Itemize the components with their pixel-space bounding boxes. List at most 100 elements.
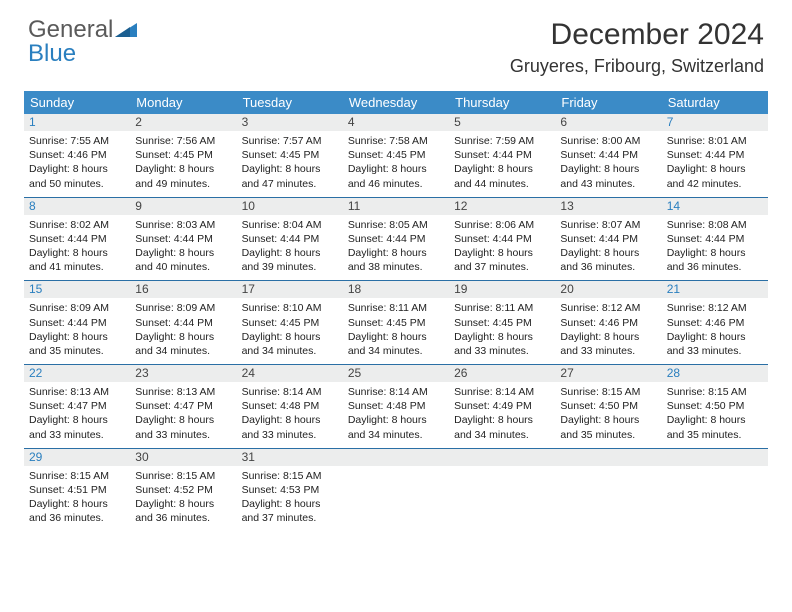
header: General Blue December 2024 Gruyeres, Fri… [0, 0, 792, 83]
calendar-cell: 12Sunrise: 8:06 AMSunset: 4:44 PMDayligh… [449, 198, 555, 281]
logo-part2: Blue [28, 40, 76, 67]
calendar-cell: 3Sunrise: 7:57 AMSunset: 4:45 PMDaylight… [237, 114, 343, 197]
calendar-cell: 20Sunrise: 8:12 AMSunset: 4:46 PMDayligh… [555, 281, 661, 364]
sunset-line: Sunset: 4:45 PM [242, 316, 338, 330]
calendar-week: 22Sunrise: 8:13 AMSunset: 4:47 PMDayligh… [24, 365, 768, 449]
sunset-line: Sunset: 4:44 PM [348, 232, 444, 246]
calendar-cell [555, 449, 661, 532]
day-number [449, 449, 555, 466]
day-data: Sunrise: 8:09 AMSunset: 4:44 PMDaylight:… [24, 298, 130, 364]
sunrise-line: Sunrise: 8:15 AM [667, 385, 763, 399]
day-data: Sunrise: 8:14 AMSunset: 4:48 PMDaylight:… [237, 382, 343, 448]
day-number: 24 [237, 365, 343, 382]
calendar-week: 15Sunrise: 8:09 AMSunset: 4:44 PMDayligh… [24, 281, 768, 365]
day-data: Sunrise: 8:10 AMSunset: 4:45 PMDaylight:… [237, 298, 343, 364]
day-number: 5 [449, 114, 555, 131]
calendar-cell: 9Sunrise: 8:03 AMSunset: 4:44 PMDaylight… [130, 198, 236, 281]
daylight-line: Daylight: 8 hours and 49 minutes. [135, 162, 231, 190]
sunset-line: Sunset: 4:46 PM [667, 316, 763, 330]
month-title: December 2024 [510, 18, 764, 52]
day-number: 12 [449, 198, 555, 215]
day-data: Sunrise: 8:11 AMSunset: 4:45 PMDaylight:… [449, 298, 555, 364]
sunrise-line: Sunrise: 8:15 AM [242, 469, 338, 483]
sunrise-line: Sunrise: 8:13 AM [135, 385, 231, 399]
calendar-cell: 25Sunrise: 8:14 AMSunset: 4:48 PMDayligh… [343, 365, 449, 448]
day-header: Sunday [24, 91, 130, 114]
day-number: 28 [662, 365, 768, 382]
day-data: Sunrise: 8:01 AMSunset: 4:44 PMDaylight:… [662, 131, 768, 197]
calendar-cell: 21Sunrise: 8:12 AMSunset: 4:46 PMDayligh… [662, 281, 768, 364]
day-number [662, 449, 768, 466]
daylight-line: Daylight: 8 hours and 33 minutes. [454, 330, 550, 358]
daylight-line: Daylight: 8 hours and 34 minutes. [135, 330, 231, 358]
sunrise-line: Sunrise: 8:06 AM [454, 218, 550, 232]
sunset-line: Sunset: 4:53 PM [242, 483, 338, 497]
day-number: 17 [237, 281, 343, 298]
calendar-cell: 4Sunrise: 7:58 AMSunset: 4:45 PMDaylight… [343, 114, 449, 197]
sunrise-line: Sunrise: 8:08 AM [667, 218, 763, 232]
calendar: SundayMondayTuesdayWednesdayThursdayFrid… [24, 91, 768, 531]
day-number [555, 449, 661, 466]
day-header-row: SundayMondayTuesdayWednesdayThursdayFrid… [24, 91, 768, 114]
day-data: Sunrise: 8:15 AMSunset: 4:50 PMDaylight:… [555, 382, 661, 448]
sunset-line: Sunset: 4:46 PM [560, 316, 656, 330]
sunrise-line: Sunrise: 8:12 AM [560, 301, 656, 315]
day-number: 6 [555, 114, 661, 131]
day-number: 16 [130, 281, 236, 298]
calendar-cell: 7Sunrise: 8:01 AMSunset: 4:44 PMDaylight… [662, 114, 768, 197]
daylight-line: Daylight: 8 hours and 35 minutes. [560, 413, 656, 441]
sunset-line: Sunset: 4:44 PM [29, 232, 125, 246]
day-data: Sunrise: 8:13 AMSunset: 4:47 PMDaylight:… [130, 382, 236, 448]
weeks-container: 1 Sunrise: 7:55 AM Sunset: 4:46 PM Daylight… [24, 114, 768, 531]
daylight-line: Daylight: 8 hours and 33 minutes. [29, 413, 125, 441]
day-header: Tuesday [237, 91, 343, 114]
sunset-line: Sunset: 4:50 PM [560, 399, 656, 413]
calendar-cell [662, 449, 768, 532]
sunset-line: Sunset: 4:45 PM [135, 148, 231, 162]
sunrise-line: Sunrise: 8:09 AM [29, 301, 125, 315]
day-data: Sunrise: 8:05 AMSunset: 4:44 PMDaylight:… [343, 215, 449, 281]
daylight-line: Daylight: 8 hours and 34 minutes. [348, 330, 444, 358]
day-number: 11 [343, 198, 449, 215]
calendar-cell [343, 449, 449, 532]
day-data: Sunrise: 7:58 AMSunset: 4:45 PMDaylight:… [343, 131, 449, 197]
calendar-week: 1Sunrise: 7:55 AMSunset: 4:46 PMDaylight… [24, 114, 768, 198]
sunrise-line: Sunrise: 8:07 AM [560, 218, 656, 232]
sunrise-line: Sunrise: 8:14 AM [454, 385, 550, 399]
sunset-line: Sunset: 4:51 PM [29, 483, 125, 497]
daylight-line: Daylight: 8 hours and 33 minutes. [135, 413, 231, 441]
calendar-cell: 1Sunrise: 7:55 AMSunset: 4:46 PMDaylight… [24, 114, 130, 197]
day-number: 9 [130, 198, 236, 215]
day-number [343, 449, 449, 466]
sunrise-line: Sunrise: 8:00 AM [560, 134, 656, 148]
day-data: Sunrise: 8:15 AMSunset: 4:50 PMDaylight:… [662, 382, 768, 448]
sunset-line: Sunset: 4:48 PM [348, 399, 444, 413]
calendar-cell: 18Sunrise: 8:11 AMSunset: 4:45 PMDayligh… [343, 281, 449, 364]
calendar-cell: 6Sunrise: 8:00 AMSunset: 4:44 PMDaylight… [555, 114, 661, 197]
day-data: Sunrise: 8:15 AMSunset: 4:52 PMDaylight:… [130, 466, 236, 532]
sunset-line: Sunset: 4:44 PM [29, 316, 125, 330]
day-data: Sunrise: 8:02 AMSunset: 4:44 PMDaylight:… [24, 215, 130, 281]
sunrise-line: Sunrise: 8:13 AM [29, 385, 125, 399]
day-number: 14 [662, 198, 768, 215]
sunrise-line: Sunrise: 7:55 AM [29, 134, 125, 148]
day-data: Sunrise: 8:07 AMSunset: 4:44 PMDaylight:… [555, 215, 661, 281]
day-header: Friday [555, 91, 661, 114]
sunrise-line: Sunrise: 8:14 AM [348, 385, 444, 399]
calendar-cell: 26Sunrise: 8:14 AMSunset: 4:49 PMDayligh… [449, 365, 555, 448]
sunset-line: Sunset: 4:44 PM [454, 232, 550, 246]
sunset-line: Sunset: 4:44 PM [135, 232, 231, 246]
daylight-line: Daylight: 8 hours and 42 minutes. [667, 162, 763, 190]
sunset-line: Sunset: 4:48 PM [242, 399, 338, 413]
day-number: 19 [449, 281, 555, 298]
daylight-line: Daylight: 8 hours and 37 minutes. [242, 497, 338, 525]
sunset-line: Sunset: 4:47 PM [135, 399, 231, 413]
sunset-line: Sunset: 4:47 PM [29, 399, 125, 413]
day-data: Sunrise: 8:04 AMSunset: 4:44 PMDaylight:… [237, 215, 343, 281]
day-data: Sunrise: 8:14 AMSunset: 4:48 PMDaylight:… [343, 382, 449, 448]
day-number: 10 [237, 198, 343, 215]
daylight-line: Daylight: 8 hours and 47 minutes. [242, 162, 338, 190]
day-number: 1 [24, 114, 130, 131]
day-data: Sunrise: 7:57 AMSunset: 4:45 PMDaylight:… [237, 131, 343, 197]
sunrise-line: Sunrise: 8:04 AM [242, 218, 338, 232]
